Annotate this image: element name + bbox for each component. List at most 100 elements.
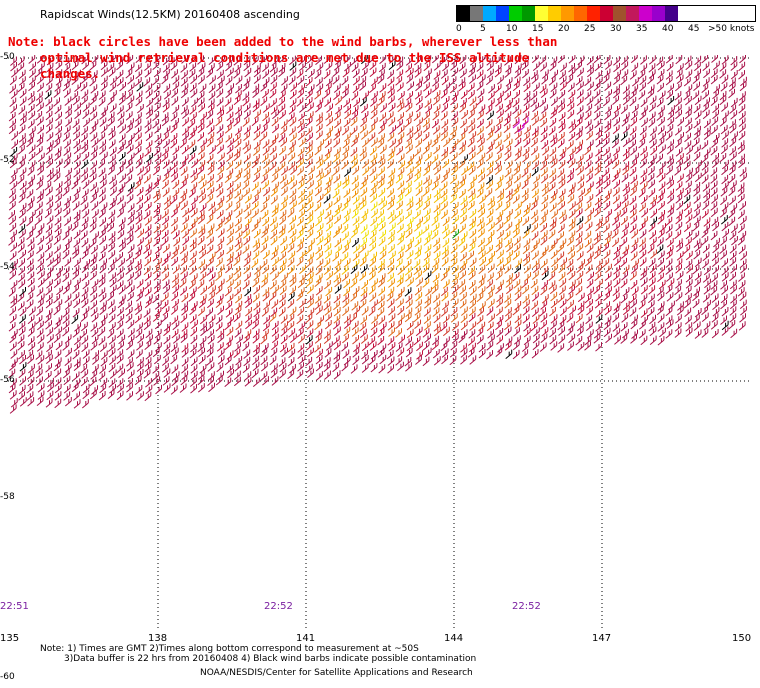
wind-barb (666, 124, 674, 134)
wind-barb (297, 237, 304, 247)
wind-barb (55, 315, 63, 325)
wind-barb (578, 188, 585, 198)
wind-barb (621, 313, 629, 323)
wind-barb (170, 112, 178, 122)
wind-barb (387, 89, 395, 99)
wind-barb (271, 257, 279, 267)
wind-barb (333, 131, 340, 141)
wind-barb (359, 76, 367, 86)
wind-barb (53, 257, 61, 267)
wind-barb (685, 104, 693, 114)
wind-barb (603, 152, 611, 163)
wind-barb (262, 250, 270, 260)
wind-barb (440, 89, 448, 99)
wind-barb (657, 125, 665, 135)
wind-barb (549, 61, 557, 72)
wind-barb (458, 189, 466, 199)
wind-barb (504, 103, 512, 113)
wind-barb (253, 307, 261, 318)
wind-barb (387, 188, 394, 198)
wind-barb (656, 111, 664, 121)
wind-barb (693, 286, 700, 297)
wind-barb (197, 68, 205, 78)
wind-barb (116, 390, 124, 401)
wind-barb (37, 293, 45, 303)
wind-barb (738, 123, 746, 133)
wind-barb (19, 180, 27, 191)
wind-barb (397, 187, 405, 198)
wind-barb (576, 166, 584, 176)
wind-barb (648, 222, 656, 232)
wind-barb (107, 389, 115, 399)
wind-barb (62, 132, 70, 142)
wind-barb (107, 62, 115, 72)
wind-barb (593, 103, 601, 114)
wind-barb (269, 82, 277, 92)
wind-barb (216, 173, 223, 183)
wind-barb (28, 96, 36, 106)
wind-barb (406, 201, 414, 212)
wind-barb (26, 292, 34, 302)
wind-barb (666, 154, 674, 164)
wind-barb (181, 83, 189, 93)
wind-barb (118, 201, 126, 212)
wind-barb (287, 112, 295, 122)
wind-barb (9, 390, 17, 400)
wind-barb (305, 77, 313, 87)
wind-barb (315, 245, 322, 255)
wind-barb (279, 154, 287, 164)
wind-barb (144, 357, 152, 367)
wind-barb (656, 56, 664, 66)
wind-barb (314, 186, 322, 197)
wind-barb (440, 201, 448, 211)
wind-barb (45, 145, 53, 155)
wind-barb (207, 160, 215, 170)
wind-barb (486, 244, 493, 255)
wind-barb (287, 292, 295, 302)
wind-barb (560, 257, 567, 267)
wind-barb (387, 286, 395, 297)
wind-barb (522, 252, 530, 262)
wind-barb (127, 319, 135, 330)
wind-barb (334, 203, 342, 213)
wind-barb (298, 111, 305, 122)
wind-barb (523, 257, 530, 267)
wind-barb (586, 96, 594, 106)
wind-barb (521, 117, 529, 127)
wind-barb (620, 237, 628, 247)
wind-barb (720, 124, 728, 135)
wind-barb (252, 154, 260, 164)
wind-barb (377, 300, 385, 311)
wind-barb (397, 231, 405, 241)
wind-barb (640, 195, 648, 205)
wind-barb (325, 175, 333, 185)
wind-barb (468, 68, 475, 78)
wind-barb (108, 313, 116, 324)
wind-barb (116, 77, 124, 87)
color-swatch (639, 6, 652, 21)
wind-barb (72, 131, 80, 142)
wind-barb (568, 201, 576, 211)
wind-barb (425, 230, 432, 240)
wind-barb (98, 326, 106, 337)
wind-barb (242, 180, 250, 190)
wind-barb (35, 97, 43, 107)
wind-barb (478, 208, 485, 218)
wind-barb (549, 217, 557, 227)
wind-barb (540, 300, 548, 310)
wind-barb (657, 336, 665, 346)
wind-barb (460, 195, 468, 206)
wind-barb (487, 263, 495, 273)
wind-barb (297, 75, 305, 86)
wind-barb (593, 111, 601, 121)
wind-barb (614, 335, 621, 345)
wind-barb (422, 132, 430, 142)
wind-barb (215, 285, 223, 295)
wind-barb (225, 273, 233, 283)
wind-barb (648, 277, 656, 287)
wind-barb (325, 341, 333, 351)
wind-barb (433, 132, 441, 142)
wind-barb (9, 222, 17, 233)
wind-barb (422, 258, 430, 268)
wind-barb (334, 96, 342, 106)
